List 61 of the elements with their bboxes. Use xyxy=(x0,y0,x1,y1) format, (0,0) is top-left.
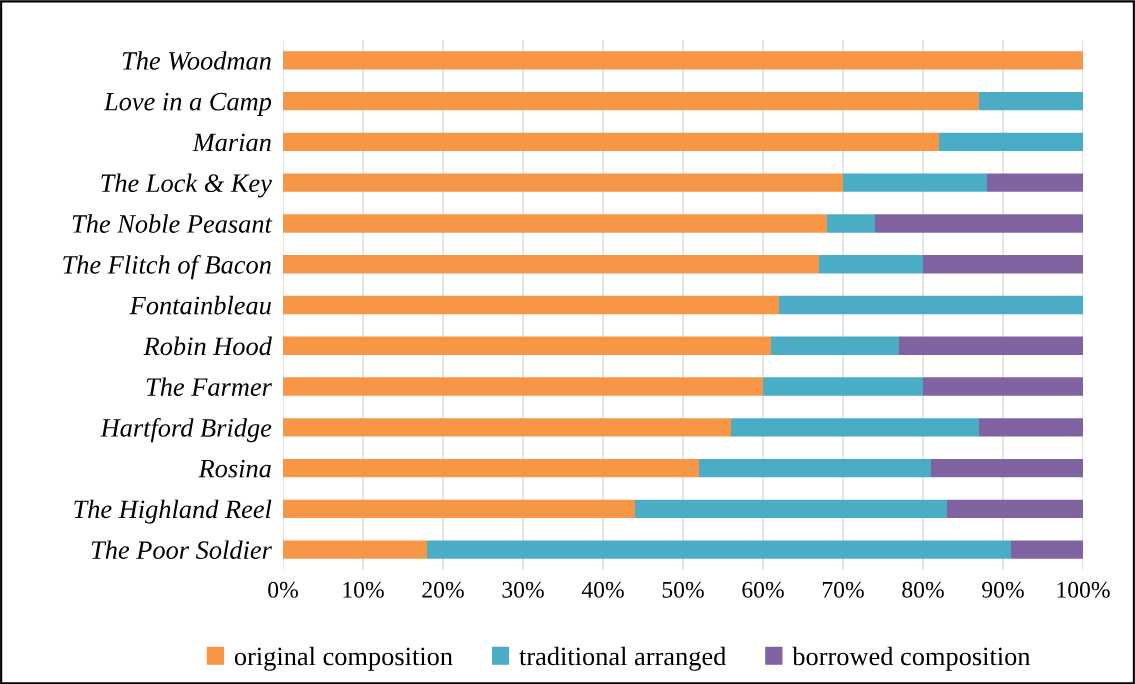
y-tick-label: The Highland Reel xyxy=(74,499,272,524)
bar xyxy=(843,173,987,192)
bar xyxy=(931,458,1083,478)
bar xyxy=(635,499,947,519)
legend-label: original composition xyxy=(234,646,453,671)
x-tick-label: 100% xyxy=(1057,581,1110,598)
x-tick-label: 30% xyxy=(502,581,544,598)
bar xyxy=(939,132,1083,152)
y-tick-label: The Flitch of Bacon xyxy=(63,254,271,280)
y-tick-label: The Woodman xyxy=(122,51,271,70)
y-tick-label: Fontainbleau xyxy=(129,295,271,315)
x-tick-label: 0% xyxy=(268,581,298,598)
bar xyxy=(923,377,1083,396)
y-tick-label: Rosina xyxy=(198,459,271,478)
y-tick-label: The Noble Peasant xyxy=(72,214,273,233)
x-tick-label: 40% xyxy=(581,581,624,598)
x-tick-label: 10% xyxy=(343,581,384,598)
y-tick-label: The Poor Soldier xyxy=(91,540,272,560)
y-tick-label: Marian xyxy=(192,133,271,152)
bar xyxy=(763,377,923,396)
bar xyxy=(283,336,771,355)
bar xyxy=(283,458,699,478)
bar xyxy=(979,418,1083,437)
bar xyxy=(283,255,819,274)
legend-label: borrowed composition xyxy=(792,646,1031,671)
x-tick-label: 20% xyxy=(422,581,464,598)
bar xyxy=(283,91,979,111)
x-tick-label: 70% xyxy=(822,581,864,598)
bar xyxy=(979,91,1083,111)
x-tick-label: 90% xyxy=(982,581,1024,598)
bar xyxy=(699,458,931,478)
bar xyxy=(779,295,1083,315)
bar xyxy=(731,418,979,437)
bar xyxy=(1011,540,1083,559)
y-tick-label: Hartford Bridge xyxy=(100,418,272,443)
bar xyxy=(899,336,1083,355)
bar xyxy=(427,540,1011,559)
x-tick-label: 80% xyxy=(902,581,944,598)
bar xyxy=(819,255,923,274)
x-tick-label: 50% xyxy=(662,581,704,598)
bar xyxy=(283,418,731,437)
bar xyxy=(283,214,827,233)
bar xyxy=(875,214,1083,233)
x-tick-label: 60% xyxy=(742,581,784,598)
bar xyxy=(283,540,427,559)
bar xyxy=(283,173,843,192)
bar xyxy=(771,336,899,355)
y-tick-label: Love in a Camp xyxy=(103,92,272,116)
bar xyxy=(987,173,1083,192)
bar xyxy=(923,255,1083,274)
legend-label: traditional arranged xyxy=(519,646,727,671)
y-tick-label: The Farmer xyxy=(146,377,272,396)
bar xyxy=(283,499,635,519)
bar xyxy=(827,214,875,233)
bar xyxy=(283,51,1083,70)
y-tick-label: Robin Hood xyxy=(143,336,272,356)
bar xyxy=(283,377,763,396)
y-tick-label: The Lock & Key xyxy=(101,173,272,198)
bar xyxy=(947,499,1083,519)
bar xyxy=(283,132,939,152)
bar xyxy=(283,295,779,315)
